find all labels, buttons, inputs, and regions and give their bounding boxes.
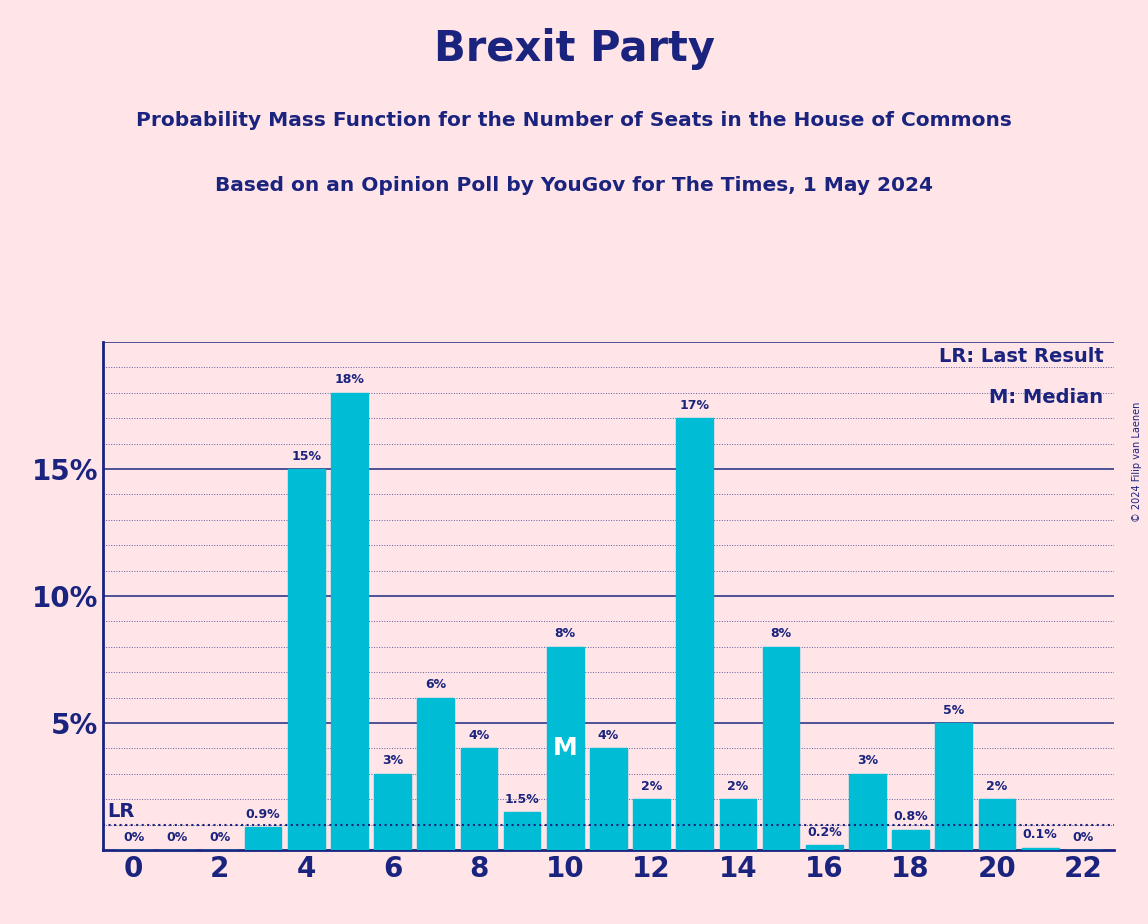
Text: 0.8%: 0.8%: [893, 810, 928, 823]
Text: 5%: 5%: [944, 704, 964, 717]
Bar: [850, 774, 886, 850]
Text: 1.5%: 1.5%: [505, 793, 540, 806]
Bar: [1022, 847, 1058, 850]
Text: Probability Mass Function for the Number of Seats in the House of Commons: Probability Mass Function for the Number…: [137, 111, 1011, 130]
Text: 0.2%: 0.2%: [807, 826, 841, 839]
Text: 4%: 4%: [598, 729, 619, 742]
Text: 2%: 2%: [986, 780, 1008, 793]
Bar: [590, 748, 627, 850]
Text: © 2024 Filip van Laenen: © 2024 Filip van Laenen: [1132, 402, 1142, 522]
Text: 0%: 0%: [166, 831, 187, 844]
Text: 6%: 6%: [425, 678, 447, 691]
Text: LR: LR: [107, 802, 134, 821]
Bar: [374, 774, 411, 850]
Bar: [806, 845, 843, 850]
Text: Based on an Opinion Poll by YouGov for The Times, 1 May 2024: Based on an Opinion Poll by YouGov for T…: [215, 176, 933, 195]
Text: 2%: 2%: [641, 780, 662, 793]
Text: 3%: 3%: [382, 755, 403, 768]
Bar: [288, 469, 325, 850]
Text: 2%: 2%: [728, 780, 748, 793]
Text: Brexit Party: Brexit Party: [434, 28, 714, 69]
Text: 4%: 4%: [468, 729, 489, 742]
Text: 8%: 8%: [770, 627, 792, 640]
Bar: [546, 647, 583, 850]
Text: 0%: 0%: [209, 831, 231, 844]
Bar: [418, 698, 455, 850]
Text: 0%: 0%: [123, 831, 145, 844]
Bar: [460, 748, 497, 850]
Text: 0.1%: 0.1%: [1023, 828, 1057, 841]
Text: 17%: 17%: [680, 399, 709, 412]
Bar: [331, 393, 367, 850]
Text: 0%: 0%: [1072, 831, 1094, 844]
Bar: [936, 723, 972, 850]
Bar: [245, 827, 281, 850]
Text: M: Median: M: Median: [990, 388, 1103, 407]
Bar: [676, 418, 713, 850]
Bar: [504, 812, 541, 850]
Bar: [634, 799, 670, 850]
Text: 15%: 15%: [292, 450, 321, 463]
Bar: [762, 647, 799, 850]
Text: 3%: 3%: [856, 755, 878, 768]
Text: M: M: [553, 736, 577, 760]
Text: 18%: 18%: [334, 373, 364, 386]
Bar: [720, 799, 757, 850]
Text: 0.9%: 0.9%: [246, 808, 280, 821]
Bar: [978, 799, 1015, 850]
Text: LR: Last Result: LR: Last Result: [939, 346, 1103, 366]
Bar: [892, 830, 929, 850]
Text: 8%: 8%: [554, 627, 576, 640]
